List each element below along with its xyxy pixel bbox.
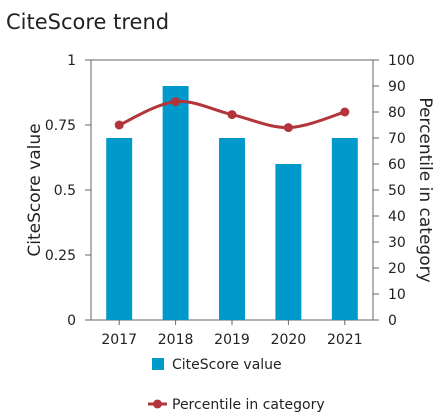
bar-2017 bbox=[106, 138, 133, 320]
y2-tick-label: 50 bbox=[388, 183, 406, 199]
chart-title: CiteScore trend bbox=[6, 10, 169, 34]
percentile-point-2019 bbox=[227, 110, 237, 120]
y2-tick-label: 20 bbox=[388, 261, 406, 277]
x-tick-label: 2017 bbox=[101, 332, 137, 348]
x-tick-label: 2020 bbox=[271, 332, 307, 348]
bars-group bbox=[106, 86, 358, 320]
legend-line-marker bbox=[153, 399, 162, 409]
x-tick-label: 2021 bbox=[327, 332, 363, 348]
bar-2020 bbox=[275, 164, 302, 320]
y2-tick-label: 0 bbox=[388, 313, 397, 329]
x-tick-label: 2019 bbox=[214, 332, 250, 348]
y2-tick-label: 40 bbox=[388, 209, 406, 225]
percentile-point-2020 bbox=[283, 123, 293, 133]
y-tick-label: 0.75 bbox=[45, 118, 76, 134]
y-tick-label: 1 bbox=[67, 53, 76, 69]
x-tick-label: 2018 bbox=[158, 332, 194, 348]
y2-tick-label: 60 bbox=[388, 157, 406, 173]
y2-tick-label: 90 bbox=[388, 79, 406, 95]
percentile-point-2017 bbox=[114, 120, 124, 130]
legend-bar-label: CiteScore value bbox=[172, 357, 282, 373]
y2-tick-label: 10 bbox=[388, 287, 406, 303]
legend-bar-swatch bbox=[152, 358, 164, 370]
y2-axis-label: Percentile in category bbox=[415, 97, 435, 282]
y2-tick-label: 30 bbox=[388, 235, 406, 251]
y-tick-label: 0.5 bbox=[54, 183, 76, 199]
y2-tick-label: 70 bbox=[388, 131, 406, 147]
y-tick-label: 0 bbox=[67, 313, 76, 329]
y2-tick-label: 80 bbox=[388, 105, 406, 121]
bar-2019 bbox=[219, 138, 245, 320]
legend-line-label: Percentile in category bbox=[172, 397, 325, 413]
y-tick-label: 0.25 bbox=[45, 248, 76, 264]
percentile-point-2021 bbox=[340, 107, 350, 117]
y2-tick-label: 100 bbox=[388, 53, 415, 69]
percentile-point-2018 bbox=[171, 97, 181, 107]
bar-2021 bbox=[331, 138, 358, 320]
percentile-line-group bbox=[114, 97, 350, 133]
y-axis-label: CiteScore value bbox=[25, 123, 45, 256]
legend: CiteScore value Percentile in category bbox=[148, 357, 325, 413]
bar-2018 bbox=[162, 86, 189, 320]
